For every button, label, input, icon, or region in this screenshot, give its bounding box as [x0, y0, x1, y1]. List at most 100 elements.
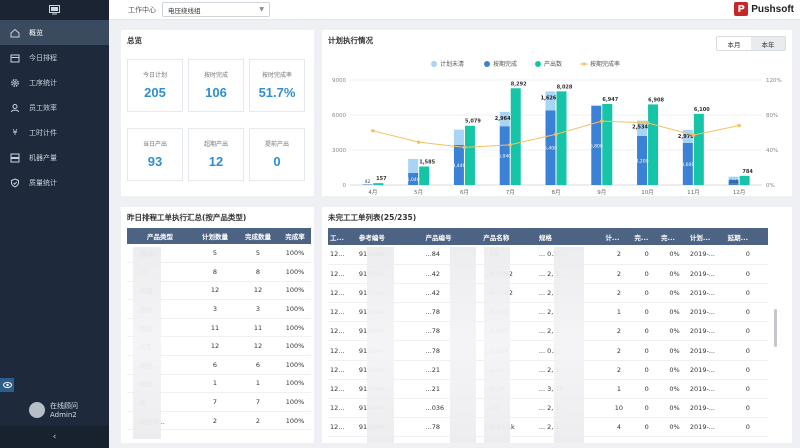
rate-point	[737, 123, 741, 128]
table-row[interactable]: 12...912040......78...1-10A... 0.2/...20…	[328, 340, 768, 361]
column-header[interactable]: 完...	[659, 228, 688, 245]
table-cell: 5	[193, 244, 237, 264]
users-icon	[9, 102, 21, 114]
bar-output	[510, 88, 521, 185]
work-center-select[interactable]: 电压绕线组 ▼	[162, 2, 270, 17]
table-row[interactable]: 12...912040......21...1-24... 3, 70...10…	[328, 379, 768, 400]
table-cell: 2019-...	[687, 321, 726, 342]
data-label: 1,626	[541, 95, 557, 101]
tab-year[interactable]: 本年	[751, 37, 785, 50]
table-cell: 12...	[328, 398, 357, 419]
monitor-icon[interactable]	[49, 5, 60, 15]
x-tick-label: 8月	[552, 189, 561, 196]
overview-title: 总览	[127, 36, 142, 45]
x-tick-label: 6月	[460, 189, 469, 196]
bar-output	[419, 166, 430, 185]
logo-mark: P	[734, 2, 749, 16]
stat-label: 当日产出	[142, 141, 167, 148]
column-header[interactable]: 计...	[603, 228, 633, 245]
stat-label: 按时完成	[203, 72, 228, 79]
table-cell: 2	[603, 245, 633, 265]
stat-tile: 提前产出 0	[249, 128, 305, 181]
table-row[interactable]: 12...912040......78...0-10C... 2, 1...10…	[328, 302, 768, 323]
eye-icon[interactable]	[0, 378, 14, 392]
legend-marker	[535, 61, 541, 67]
work-center-value: 电压绕线组	[168, 6, 201, 15]
table-cell: 0%	[659, 264, 688, 284]
table-row[interactable]: 12...912040......42...0-10B2... 2, 1...2…	[328, 283, 768, 304]
sidebar-item[interactable]: 工序统计	[0, 70, 109, 95]
data-label: 2,979	[678, 134, 694, 140]
open-orders-table: 工... 参考编号 产品编号 产品名称 规格 计... 完... 完... 计划... 延期...…	[328, 228, 768, 438]
bar-ontime	[408, 172, 419, 185]
rate-point	[599, 119, 604, 123]
table-row[interactable]: 12...912040......84...10... 0.2/...200%2…	[328, 245, 768, 265]
table-row[interactable]: 12...912040......42...0-10B2... 2, 1...2…	[328, 264, 768, 284]
table-cell: 2019-...	[687, 360, 726, 380]
stat-tile: 按时完成率 51.7%	[249, 59, 305, 112]
table-cell: 12...	[328, 245, 357, 265]
collapse-button[interactable]: ‹	[0, 426, 109, 448]
redacted-overlay	[450, 247, 476, 443]
table-cell: 8	[237, 262, 279, 282]
column-header[interactable]: 完...	[632, 228, 660, 245]
table-cell: 0	[632, 340, 660, 361]
legend-label: 产出数	[544, 60, 562, 68]
data-label: 1,585	[419, 160, 435, 166]
sidebar-item[interactable]: 今日排程	[0, 45, 109, 70]
table-cell: 2019-...	[687, 340, 726, 361]
bar-output	[648, 104, 659, 185]
column-header[interactable]: 工...	[328, 228, 357, 245]
legend-label: 按期完成率	[590, 60, 620, 68]
table-cell: 2	[237, 411, 279, 431]
column-header[interactable]: 计划数量	[193, 228, 237, 244]
table-row[interactable]: 12...912040......78...0-10C... 2, 1...20…	[328, 321, 768, 342]
work-center-label: 工作中心	[128, 5, 156, 14]
sidebar-item[interactable]: 质量统计	[0, 170, 109, 195]
bar-unfinished	[545, 91, 556, 111]
table-cell: 0	[632, 321, 660, 342]
data-label: 6,800	[590, 143, 603, 149]
table-cell: 0	[632, 283, 660, 304]
data-label: 3,600	[681, 162, 694, 168]
period-toggle[interactable]: 本月 本年	[716, 36, 786, 51]
sidebar-item[interactable]: 员工效率	[0, 95, 109, 120]
table-cell: 12...	[328, 321, 357, 342]
column-header[interactable]: 产品名称	[481, 228, 537, 245]
column-header[interactable]: 产品类型	[127, 228, 193, 244]
table-cell: 0%	[659, 417, 688, 438]
table-cell: 0	[725, 417, 768, 438]
column-header[interactable]: 参考编号	[356, 228, 424, 245]
table-row[interactable]: 12...912040......21...1-24... 2, 1...200…	[328, 360, 768, 380]
table-cell: 12...	[328, 283, 357, 304]
table-cell: 0	[725, 340, 768, 361]
user-status: 在线顾问	[50, 402, 78, 410]
yesterday-title: 昨日排程工单执行汇总(按产品类型)	[127, 213, 247, 222]
user-panel[interactable]: 在线顾问 Admin2	[0, 396, 109, 426]
column-header[interactable]: 规格	[536, 228, 604, 245]
data-label: 6,908	[648, 97, 664, 103]
tab-month[interactable]: 本月	[727, 40, 741, 49]
column-header[interactable]: 完成数量	[237, 228, 279, 244]
avatar[interactable]	[29, 402, 45, 418]
yen-icon: ¥	[12, 128, 18, 137]
table-cell: 2019-...	[687, 283, 726, 304]
sidebar-item[interactable]: 机器产量	[0, 145, 109, 170]
bar-ontime	[499, 126, 510, 185]
stat-tile: 今日计划 205	[127, 59, 183, 112]
rate-point	[645, 121, 650, 125]
sidebar-item[interactable]: ¥ 工时计件	[0, 120, 109, 145]
scrollbar-thumb[interactable]	[774, 309, 777, 347]
stat-value: 205	[144, 85, 166, 100]
column-header[interactable]: 延期...	[725, 228, 768, 245]
gear-icon	[9, 77, 21, 89]
table-row[interactable]: 12...912040......036...-10... 2, 1...100…	[328, 398, 768, 419]
data-label: 6,947	[602, 97, 618, 103]
column-header[interactable]: 计划...	[687, 228, 726, 245]
table-row[interactable]: 12...912040......78...C-10/1k... 2, 1...…	[328, 417, 768, 438]
sidebar-item[interactable]: 概览	[0, 20, 109, 45]
table-cell: 0%	[659, 321, 688, 342]
column-header[interactable]: 产品编号	[423, 228, 482, 245]
column-header[interactable]: 完成率	[279, 228, 311, 244]
